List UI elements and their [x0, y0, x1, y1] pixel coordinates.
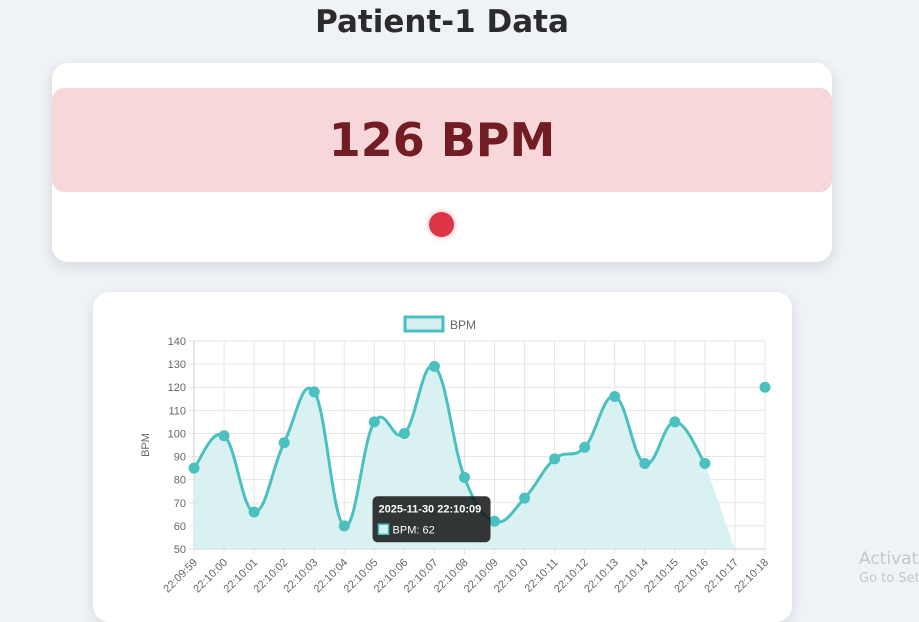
data-point[interactable]: [669, 416, 681, 428]
series-area-fill: [194, 365, 735, 549]
chart-legend[interactable]: BPM: [403, 315, 476, 333]
data-point[interactable]: [428, 360, 440, 372]
y-tick-label: 50: [174, 544, 186, 556]
data-point[interactable]: [519, 492, 531, 504]
data-point[interactable]: [759, 381, 771, 393]
tooltip-title: 2025-11-30 22:10:09: [379, 503, 482, 515]
y-tick-labels: 50 60 70 80 90 100 110 120 130 140: [168, 336, 186, 556]
data-point[interactable]: [609, 390, 621, 402]
y-tick-label: 110: [168, 405, 186, 417]
data-point[interactable]: [188, 462, 200, 474]
data-point[interactable]: [218, 430, 230, 442]
data-point[interactable]: [308, 386, 320, 398]
data-point[interactable]: [338, 520, 350, 532]
chart-card: 50 60 70 80 90 100 110 120 130 140 22:09:59 22:10:…: [93, 292, 792, 622]
watermark-line-1: Activat: [859, 549, 919, 569]
y-tick-label: 60: [174, 521, 186, 533]
status-indicator-dot: [429, 212, 454, 237]
data-point[interactable]: [458, 471, 470, 483]
data-point[interactable]: [579, 441, 591, 453]
data-point[interactable]: [368, 416, 380, 428]
windows-activation-watermark: Activat Go to Set: [859, 548, 919, 588]
tooltip-swatch: [377, 523, 390, 536]
bpm-card: 126 BPM: [52, 63, 832, 262]
x-tick-labels: 22:09:5922:10:0022:10:0122:10:0222:10:03…: [161, 557, 771, 596]
data-point[interactable]: [398, 427, 410, 439]
bpm-line-chart[interactable]: 50 60 70 80 90 100 110 120 130 140 22:09:5922:10:…: [93, 292, 792, 598]
y-tick-label: 120: [168, 382, 186, 394]
bpm-value-banner: 126 BPM: [52, 88, 832, 192]
y-tick-label: 70: [174, 498, 186, 510]
data-points: [188, 360, 771, 532]
tooltip-body: BPM: 62: [393, 524, 435, 536]
tooltip-box: [372, 496, 491, 543]
legend-swatch[interactable]: [403, 315, 445, 333]
y-tick-label: 80: [174, 475, 186, 487]
page-title: Patient-1 Data: [315, 4, 569, 40]
data-point[interactable]: [639, 457, 651, 469]
data-point[interactable]: [699, 457, 711, 469]
data-point[interactable]: [278, 437, 290, 449]
watermark-line-2: Go to Set: [859, 571, 919, 586]
chart-tooltip: 2025-11-30 22:10:09 BPM: 62: [372, 496, 491, 543]
y-axis-label: BPM: [140, 433, 152, 457]
data-point[interactable]: [248, 506, 260, 518]
y-tick-label: 130: [168, 359, 186, 371]
data-point[interactable]: [489, 515, 501, 527]
data-point[interactable]: [549, 453, 561, 465]
y-tick-label: 100: [168, 428, 186, 440]
y-tick-label: 140: [168, 336, 186, 348]
legend-label-bpm[interactable]: BPM: [450, 318, 476, 332]
y-tick-label: 90: [174, 452, 186, 464]
